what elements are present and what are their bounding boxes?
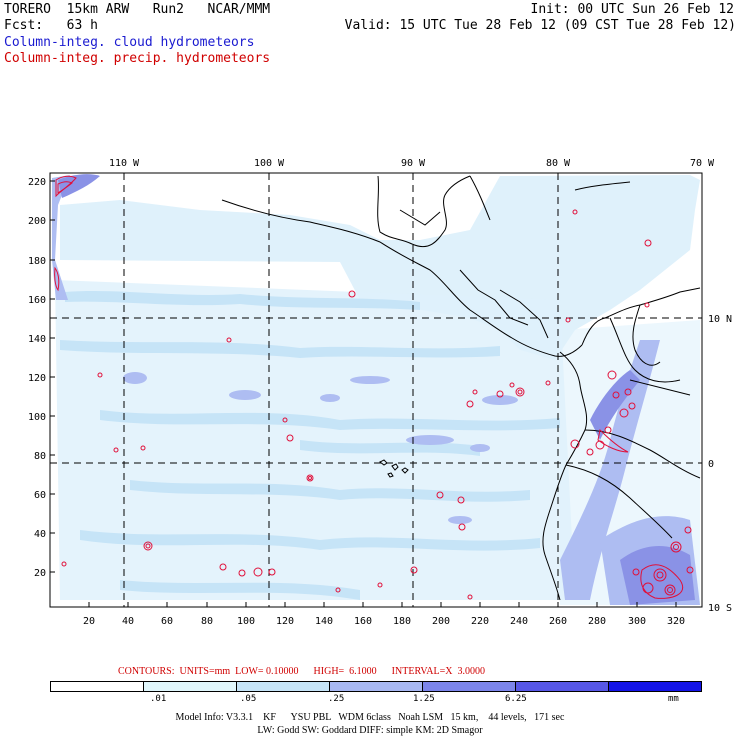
map-frame [49, 172, 703, 608]
color-bar-segment [423, 682, 516, 691]
y-tick-label: 180 [28, 256, 46, 267]
color-bar-segment [609, 682, 701, 691]
x-tick-label: 160 [354, 616, 372, 627]
lon-label-110w: 110 W [109, 158, 140, 169]
color-bar-level: .05 [240, 694, 257, 704]
lon-label-100w: 100 W [254, 158, 285, 169]
lat-label-10n: 10 N [708, 314, 732, 325]
lon-label-90w: 90 W [401, 158, 426, 169]
lon-label-80w: 80 W [546, 158, 571, 169]
axis-ticks [50, 180, 677, 607]
header-title: TORERO 15km ARW Run2 NCAR/MMM [4, 2, 271, 17]
x-tick-label: 60 [161, 616, 173, 627]
lon-label-70w: 70 W [690, 158, 715, 169]
x-tick-label: 280 [588, 616, 606, 627]
forecast-map: 110 W 100 W 90 W 80 W 70 W 10 N 0 10 S 2… [28, 158, 732, 627]
cloud-field [52, 174, 700, 605]
precip-contours [54, 175, 694, 600]
x-tick-label: 40 [122, 616, 134, 627]
y-tick-label: 120 [28, 373, 46, 384]
header-valid-time: Valid: 15 UTC Tue 28 Feb 12 (09 CST Tue … [344, 18, 736, 33]
x-tick-label: 180 [393, 616, 411, 627]
color-bar-level: 1.25 [413, 694, 435, 704]
field-precip-label: Column-integ. precip. hydrometeors [4, 51, 271, 66]
x-tick-label: 20 [83, 616, 95, 627]
y-tick-label: 60 [34, 490, 46, 501]
y-tick-label: 40 [34, 529, 46, 540]
lat-label-10s: 10 S [708, 603, 732, 614]
color-bar-segment [51, 682, 144, 691]
color-bar-segment [516, 682, 609, 691]
color-bar-segment [144, 682, 237, 691]
x-tick-label: 120 [276, 616, 294, 627]
x-tick-label: 300 [628, 616, 646, 627]
color-bar [50, 681, 702, 692]
field-cloud-label: Column-integ. cloud hydrometeors [4, 35, 255, 50]
y-tick-label: 220 [28, 177, 46, 188]
lat-lon-grid [50, 173, 702, 607]
color-bar-segment [330, 682, 423, 691]
x-tick-label: 220 [471, 616, 489, 627]
x-tick-label: 200 [432, 616, 450, 627]
contour-info: CONTOURS: UNITS=mm LOW= 0.10000 HIGH= 6.… [118, 666, 485, 677]
x-tick-label: 240 [510, 616, 528, 627]
color-bar-segment [237, 682, 330, 691]
model-info: Model Info: V3.3.1 KF YSU PBL WDM 6class… [175, 712, 565, 723]
y-tick-label: 160 [28, 295, 46, 306]
color-bar-unit: mm [668, 694, 679, 704]
header-init-time: Init: 00 UTC Sun 26 Feb 12 [530, 2, 735, 17]
model-physics: LW: Godd SW: Goddard DIFF: simple KM: 2D… [257, 725, 483, 736]
color-bar-level: .25 [328, 694, 345, 704]
color-bar-level: 6.25 [505, 694, 527, 704]
coastlines [221, 175, 701, 601]
y-tick-label: 200 [28, 216, 46, 227]
x-tick-label: 100 [237, 616, 255, 627]
x-tick-label: 80 [201, 616, 213, 627]
color-bar-labels: .01 .05 .25 1.25 6.25 mm [50, 694, 710, 706]
header-forecast-hour: Fcst: 63 h [4, 18, 98, 33]
x-tick-label: 140 [315, 616, 333, 627]
x-tick-label: 260 [549, 616, 567, 627]
lat-label-0: 0 [708, 459, 714, 470]
color-bar-level: .01 [150, 694, 167, 704]
y-tick-label: 140 [28, 334, 46, 345]
y-tick-label: 20 [34, 568, 46, 579]
y-tick-label: 80 [34, 451, 46, 462]
x-tick-label: 320 [667, 616, 685, 627]
y-tick-label: 100 [28, 412, 46, 423]
